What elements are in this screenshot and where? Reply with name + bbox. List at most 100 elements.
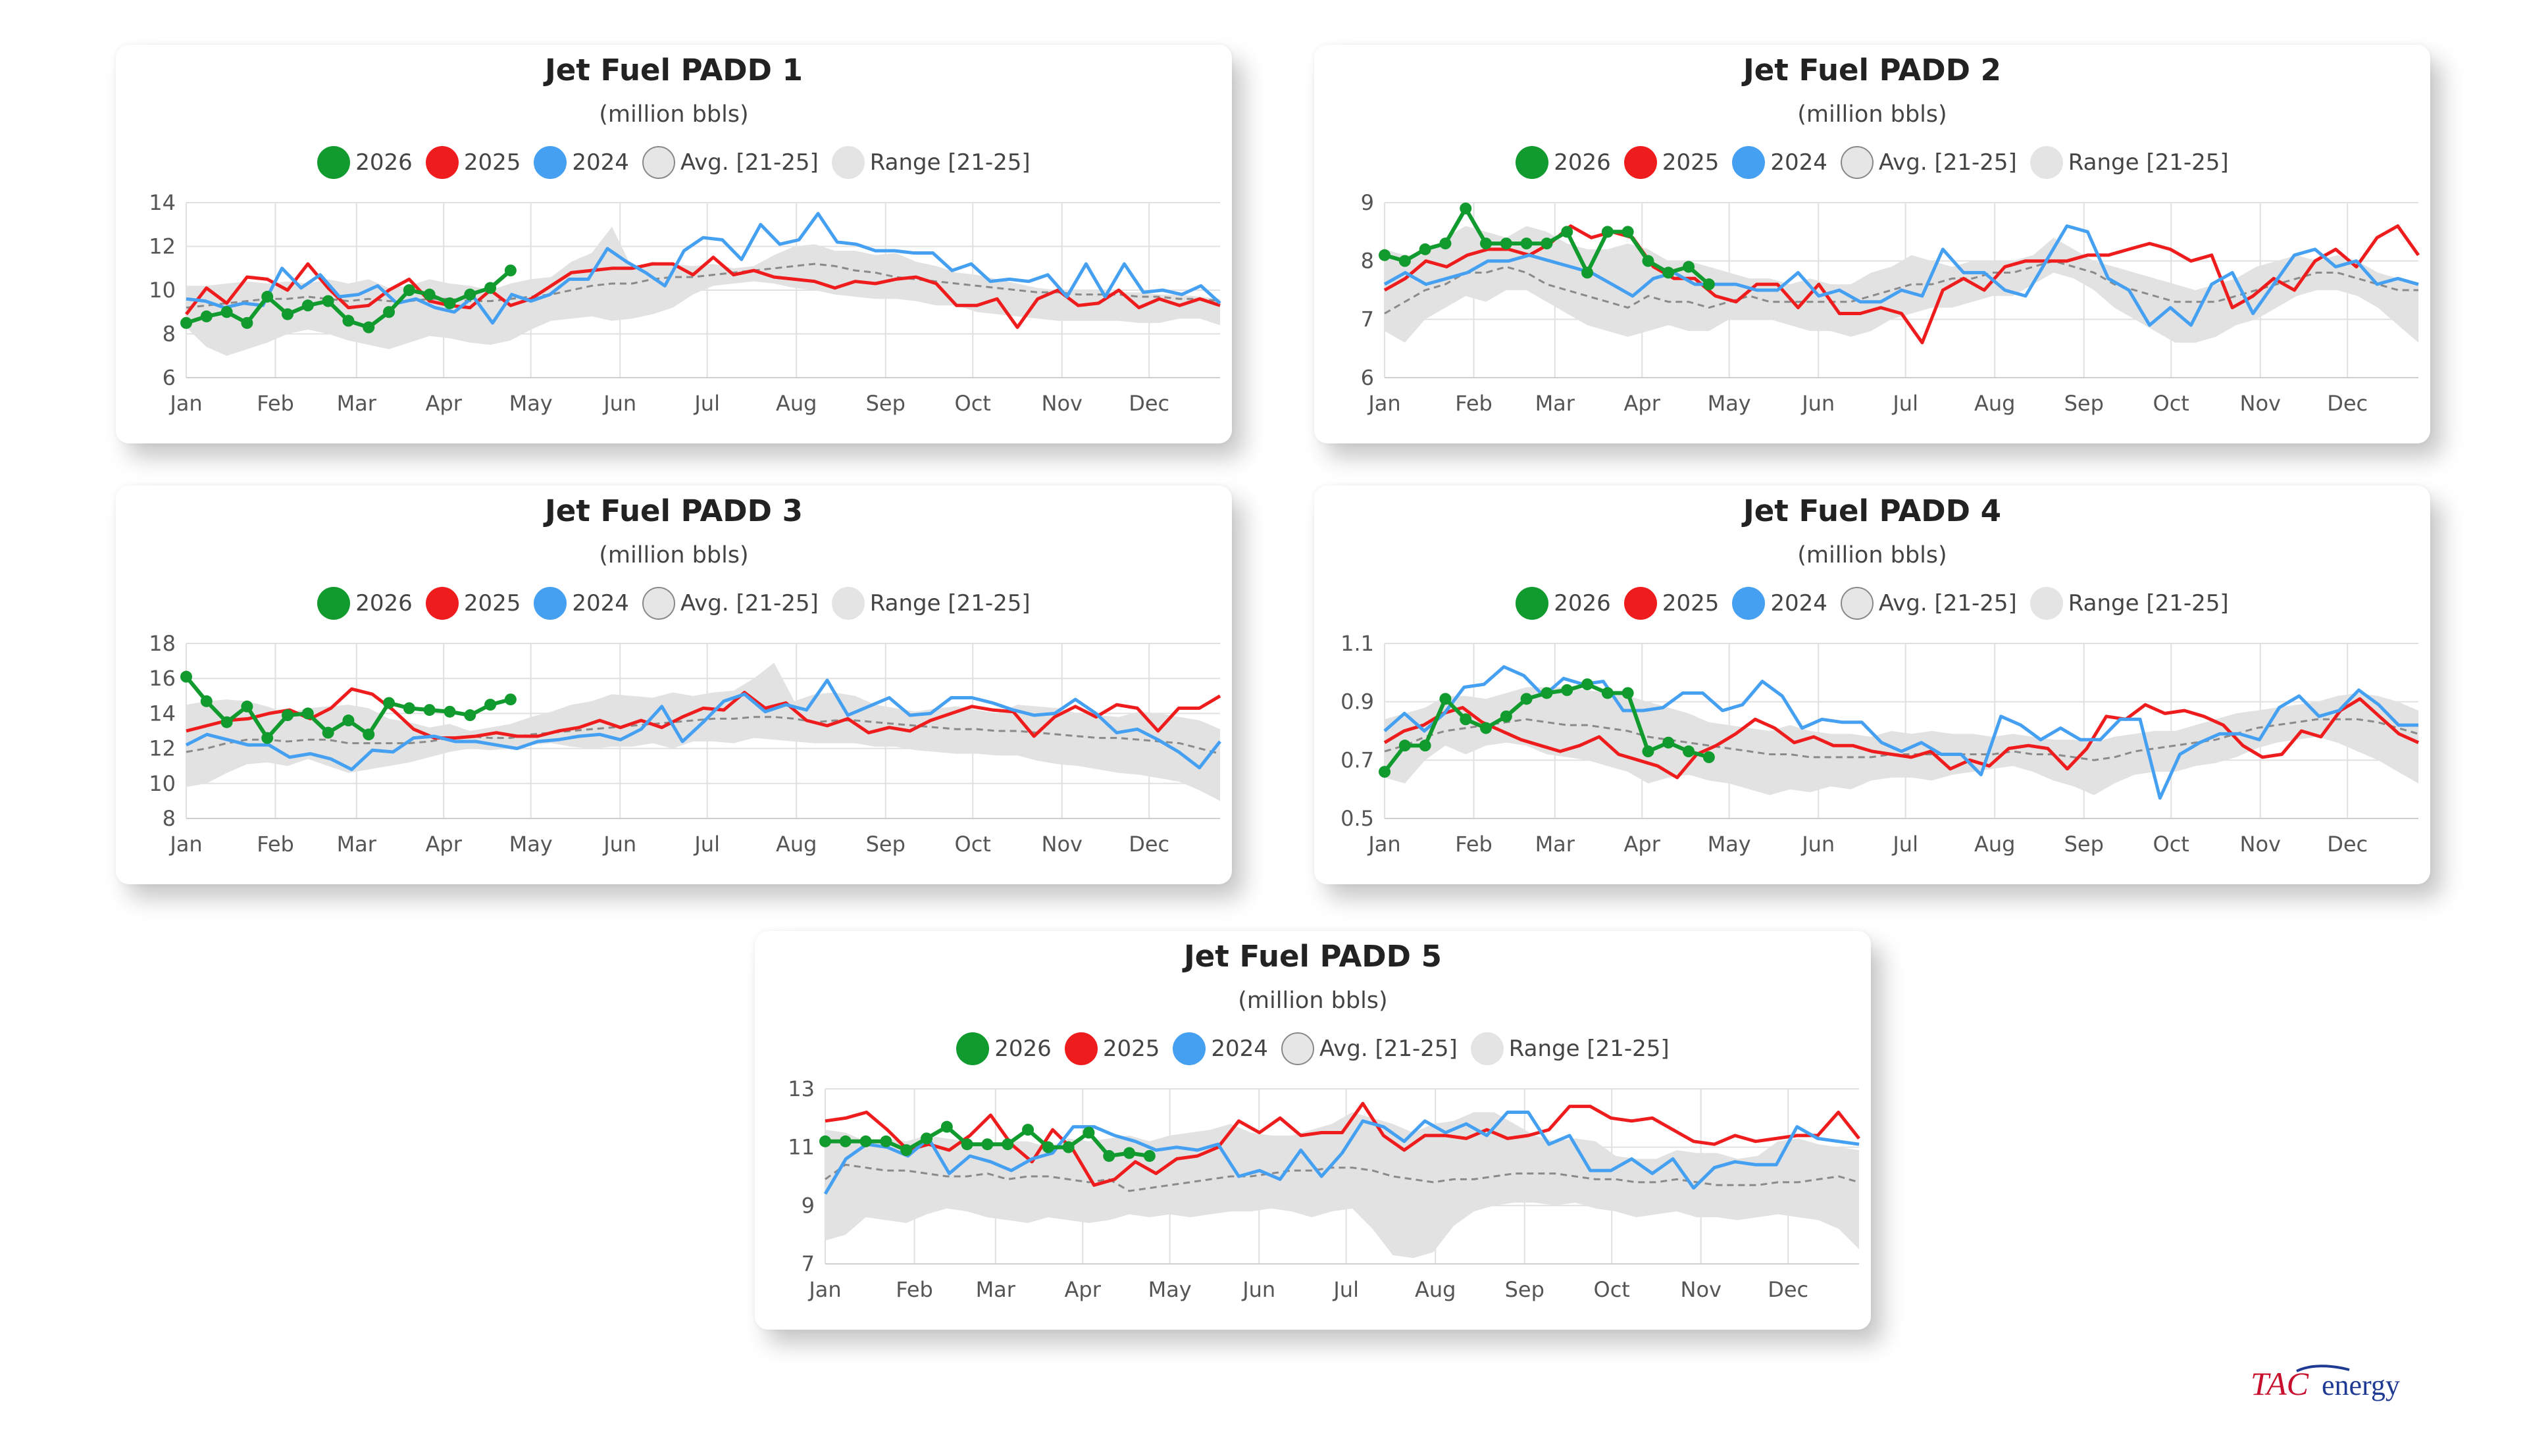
legend-item-2026[interactable]: 2026 (317, 146, 413, 179)
legend-label: 2024 (1770, 149, 1827, 176)
range-band (1385, 687, 2418, 795)
legend-item-2025[interactable]: 2025 (425, 587, 521, 620)
series-point-2026 (819, 1135, 831, 1147)
series-point-2026 (1062, 1141, 1075, 1153)
series-point-2026 (1662, 736, 1675, 749)
x-tick-label: Jun (1800, 832, 1835, 857)
legend-item-2026[interactable]: 2026 (317, 587, 413, 620)
chart-subtitle: (million bbls) (1238, 988, 1388, 1014)
series-point-2026 (880, 1135, 892, 1147)
x-tick-label: Sep (2064, 832, 2104, 857)
legend-item-range[interactable]: Range [21-25] (2029, 587, 2229, 620)
legend-item-avg[interactable]: Avg. [21-25] (1840, 146, 2017, 179)
legend-label: 2024 (1770, 590, 1827, 616)
legend-item-2024[interactable]: 2024 (534, 587, 629, 620)
chart-title: Jet Fuel PADD 3 (545, 493, 803, 528)
x-tick-label: Nov (1042, 832, 1083, 857)
series-point-2026 (1561, 684, 1573, 696)
legend-item-2024[interactable]: 2024 (534, 146, 629, 179)
legend-label: Avg. [21-25] (1878, 149, 2017, 176)
legend-label: Range [21-25] (1508, 1036, 1670, 1062)
series-point-2026 (241, 700, 253, 713)
legend-item-2024[interactable]: 2024 (1732, 587, 1827, 620)
legend-swatch-range (2029, 146, 2063, 179)
legend-item-2025[interactable]: 2025 (1623, 146, 1719, 179)
series-point-2026 (1398, 740, 1411, 752)
legend-label: 2026 (1554, 149, 1611, 176)
series-line-2024 (1383, 665, 2418, 800)
legend-item-range[interactable]: Range [21-25] (831, 587, 1031, 620)
x-tick-label: May (1148, 1277, 1192, 1302)
legend-swatch-2026 (1516, 146, 1549, 179)
legend-label: 2025 (463, 149, 521, 176)
legend-item-range[interactable]: Range [21-25] (2029, 146, 2229, 179)
x-tick-label: Jan (1367, 832, 1400, 857)
x-tick-label: Mar (1535, 832, 1575, 857)
series-point-2026 (342, 715, 355, 727)
legend-item-avg[interactable]: Avg. [21-25] (1840, 587, 2017, 620)
legend-item-2026[interactable]: 2026 (1516, 587, 1611, 620)
legend-item-2025[interactable]: 2025 (425, 146, 521, 179)
legend-item-2025[interactable]: 2025 (1623, 587, 1719, 620)
series-point-2026 (1419, 740, 1431, 752)
legend-swatch-2025 (1623, 146, 1657, 179)
x-tick-label: Nov (2240, 832, 2281, 857)
series-point-2026 (940, 1120, 953, 1133)
legend-label: Range [21-25] (869, 149, 1031, 176)
chart-plot: 0.5 0.7 0.9 1.1 Jan Feb Mar Apr May Jun Jul Aug Sep O… (1340, 631, 2420, 857)
legend-label: 2024 (572, 590, 629, 616)
legend-swatch-2025 (1623, 587, 1657, 620)
x-tick-label: Feb (1455, 391, 1493, 416)
series-point-2026 (180, 670, 192, 683)
chart-title: Jet Fuel PADD 1 (545, 53, 803, 88)
series-point-2026 (1439, 238, 1452, 250)
series-point-2026 (301, 707, 314, 720)
range-band (186, 226, 1220, 356)
y-tick-label: 14 (149, 190, 176, 215)
series-point-2026 (1621, 226, 1634, 238)
legend-item-range[interactable]: Range [21-25] (831, 146, 1031, 179)
x-tick-label: Jan (168, 832, 202, 857)
series-point-2026 (261, 732, 274, 744)
x-tick-label: Sep (1505, 1277, 1544, 1302)
legend-item-avg[interactable]: Avg. [21-25] (642, 587, 819, 620)
legend-item-avg[interactable]: Avg. [21-25] (1281, 1032, 1458, 1065)
series-point-2026 (200, 310, 213, 322)
series-point-2026 (1601, 226, 1614, 238)
series-point-2026 (1500, 238, 1512, 250)
chart-subtitle: (million bbls) (599, 542, 749, 568)
x-tick-label: Apr (1624, 832, 1661, 857)
y-tick-label: 0.7 (1340, 747, 1374, 772)
x-tick-label: Dec (1129, 391, 1169, 416)
y-tick-label: 18 (149, 631, 176, 656)
legend-item-avg[interactable]: Avg. [21-25] (642, 146, 819, 179)
series-point-2026 (1398, 255, 1411, 267)
series-point-2026 (1702, 278, 1715, 291)
series-point-2026 (1379, 249, 1391, 261)
y-tick-label: 13 (788, 1076, 815, 1101)
legend-item-2026[interactable]: 2026 (1516, 146, 1611, 179)
legend-item-range[interactable]: Range [21-25] (1470, 1032, 1670, 1065)
legend-item-2024[interactable]: 2024 (1732, 146, 1827, 179)
series-point-2026 (1541, 238, 1553, 250)
chart-legend: 2026 2025 2024 Avg. [21-25] Range [21-25] (1314, 587, 2430, 620)
x-tick-label: Mar (337, 832, 377, 857)
series-point-2026 (1480, 238, 1493, 250)
series-point-2026 (1520, 693, 1533, 705)
series-line-2024 (186, 212, 1221, 325)
legend-item-2025[interactable]: 2025 (1064, 1032, 1160, 1065)
series-point-2026 (363, 728, 375, 741)
x-tick-label: Feb (257, 832, 294, 857)
legend-item-2024[interactable]: 2024 (1173, 1032, 1268, 1065)
x-tick-label: Jan (807, 1277, 841, 1302)
series-point-2026 (1683, 745, 1695, 758)
legend-item-2026[interactable]: 2026 (956, 1032, 1052, 1065)
legend-swatch-2024 (1732, 146, 1766, 179)
legend-label: Range [21-25] (2068, 590, 2229, 616)
x-tick-label: Dec (1768, 1277, 1808, 1302)
x-tick-label: Jul (693, 391, 720, 416)
legend-label: Range [21-25] (2068, 149, 2229, 176)
legend-swatch-2024 (1732, 587, 1766, 620)
series-point-2026 (1541, 687, 1553, 699)
y-tick-label: 9 (802, 1193, 815, 1218)
